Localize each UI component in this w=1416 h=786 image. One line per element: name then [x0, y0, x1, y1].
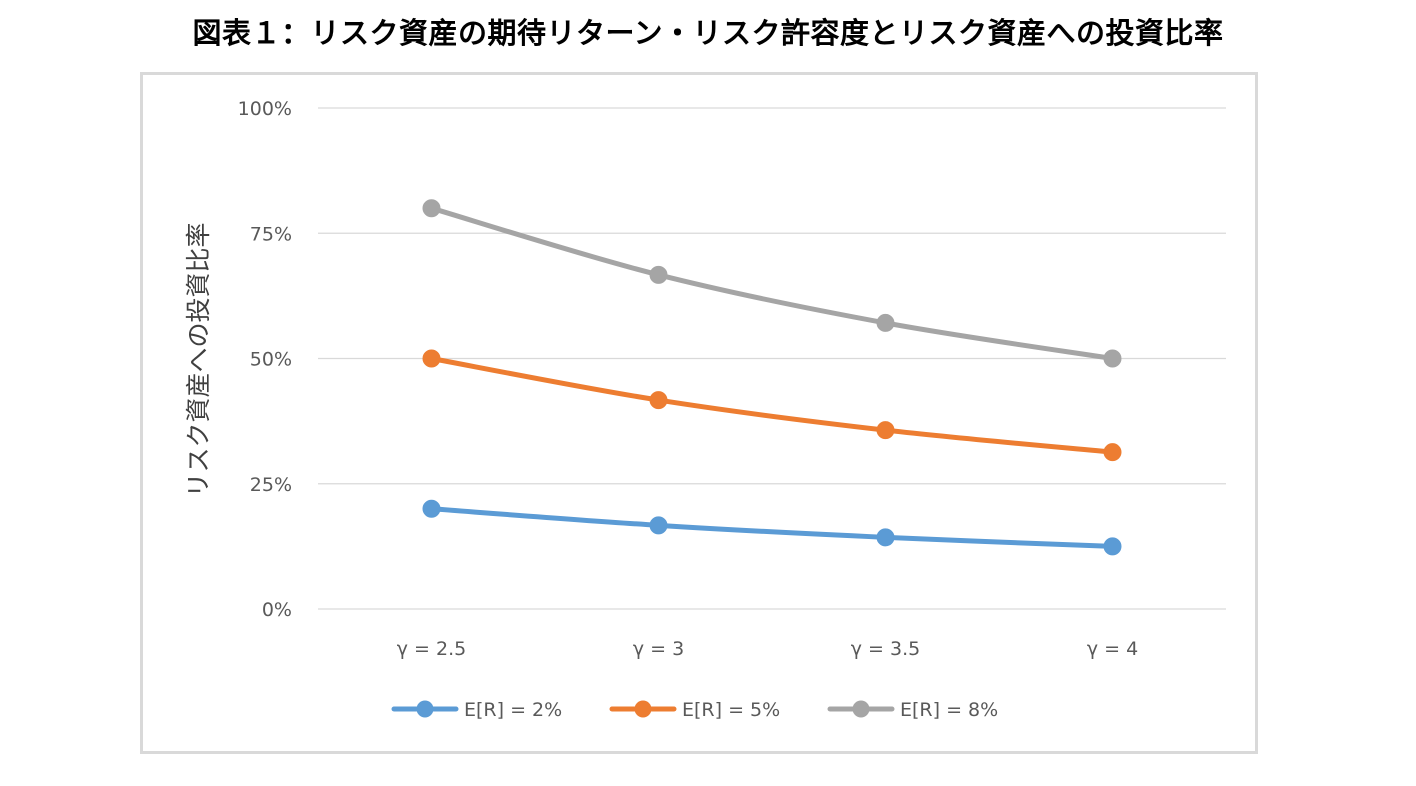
- x-tick-label: γ = 2.5: [397, 638, 466, 660]
- data-point: [422, 199, 441, 218]
- series-line: [429, 356, 1115, 455]
- data-point: [1103, 537, 1122, 556]
- y-axis-label: リスク資産への投資比率: [184, 222, 213, 497]
- data-point: [649, 391, 668, 410]
- data-point: [1103, 349, 1122, 368]
- chart-frame: [140, 72, 1258, 754]
- legend-marker: [416, 700, 434, 718]
- x-axis-ticks: γ = 2.5 γ = 3 γ = 3.5 γ = 4: [397, 638, 1138, 660]
- data-point: [876, 528, 895, 547]
- x-tick-label: γ = 4: [1087, 638, 1138, 660]
- series-lines: [422, 199, 1122, 556]
- data-point: [649, 516, 668, 535]
- series-line: [429, 506, 1115, 549]
- chart-title: 図表１：リスク資産の期待リターン・リスク許容度とリスク資産への投資比率: [192, 16, 1224, 50]
- data-point: [649, 265, 668, 284]
- legend-marker: [634, 700, 652, 718]
- data-point: [422, 499, 441, 518]
- data-point: [1103, 443, 1122, 462]
- y-tick-label: 0%: [262, 599, 292, 621]
- legend-label: E[R] = 5%: [682, 699, 780, 721]
- x-tick-label: γ = 3.5: [851, 638, 920, 660]
- legend-label: E[R] = 8%: [900, 699, 998, 721]
- legend: E[R] = 2% E[R] = 5% E[R] = 8%: [391, 699, 998, 721]
- data-point: [876, 421, 895, 440]
- data-point: [876, 313, 895, 332]
- legend-label: E[R] = 2%: [464, 699, 562, 721]
- y-tick-label: 100%: [238, 98, 292, 120]
- series-line: [429, 205, 1115, 361]
- y-axis-ticks: 0% 25% 50% 75% 100%: [238, 98, 292, 621]
- y-tick-label: 25%: [250, 474, 292, 496]
- gridlines: [318, 107, 1226, 610]
- legend-marker: [852, 700, 870, 718]
- y-tick-label: 50%: [250, 349, 292, 371]
- x-tick-label: γ = 3: [633, 638, 684, 660]
- data-point: [422, 349, 441, 368]
- y-tick-label: 75%: [250, 223, 292, 245]
